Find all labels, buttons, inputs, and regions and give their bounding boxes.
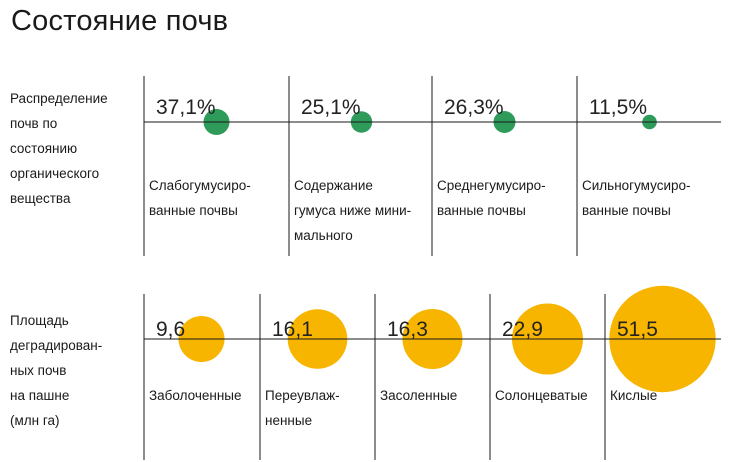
value-label-1: 9,6 xyxy=(156,318,185,341)
value-label-1: 37,1% xyxy=(156,96,216,119)
value-label-3: 16,3 xyxy=(387,318,428,341)
category-label-4: Солонцеватые xyxy=(495,388,588,403)
category-label-3: Среднегумусиро-ванные почвы xyxy=(437,178,546,218)
value-label-5: 51,5 xyxy=(617,318,658,341)
category-label-5: Кислые xyxy=(610,388,657,403)
value-label-2: 25,1% xyxy=(301,96,361,119)
category-label-3: Засоленные xyxy=(380,388,457,403)
value-label-4: 11,5% xyxy=(589,96,647,119)
value-label-2: 16,1 xyxy=(272,318,313,341)
category-label-4: Сильногумусиро-ванные почвы xyxy=(582,178,691,218)
page-title: Состояние почв xyxy=(11,5,229,37)
category-label-1: Заболоченные xyxy=(149,388,242,403)
category-label-2: Переувлаж-ненные xyxy=(265,388,340,428)
category-label-2: Содержание гумуса ниже мини-мального xyxy=(294,178,411,243)
category-label-1: Слабогумусиро-ванные почвы xyxy=(149,178,251,218)
value-label-3: 26,3% xyxy=(444,96,504,119)
row-label-organic-matter: Распределение почв по состоянию органиче… xyxy=(10,91,108,206)
row-label-degraded-area: Площадь деградирован- ных почв на пашне … xyxy=(10,313,103,428)
value-label-4: 22,9 xyxy=(502,318,543,341)
